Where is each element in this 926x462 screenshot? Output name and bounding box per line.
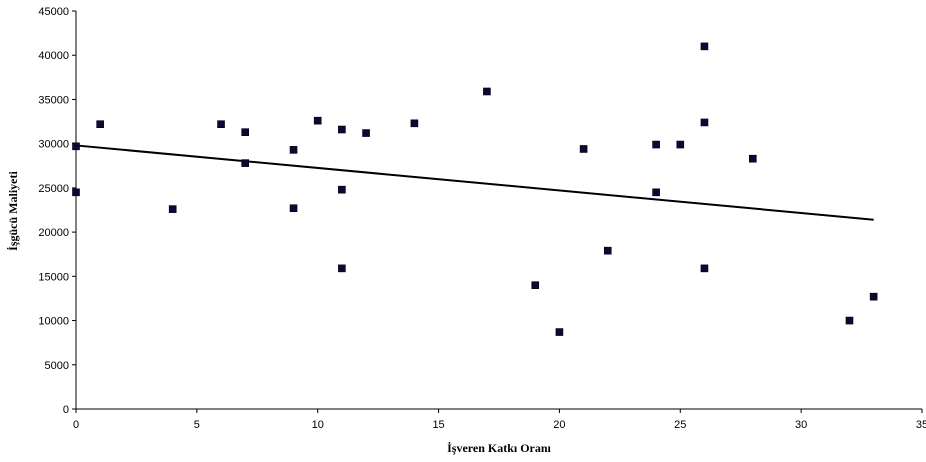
x-tick-label: 5 <box>194 419 200 431</box>
data-point <box>338 264 346 273</box>
data-point <box>700 42 709 51</box>
data-point <box>338 185 346 194</box>
y-tick-label: 25000 <box>38 183 69 195</box>
data-point <box>700 118 709 127</box>
data-point <box>700 264 709 273</box>
data-point <box>72 142 80 151</box>
data-point <box>217 120 225 129</box>
y-tick-label: 45000 <box>38 6 69 18</box>
x-tick-label: 0 <box>73 419 79 431</box>
y-tick-label: 5000 <box>45 360 69 372</box>
x-tick-label: 30 <box>795 419 807 431</box>
x-tick-label: 15 <box>432 419 444 431</box>
y-tick-label: 40000 <box>38 50 69 62</box>
y-axis-title: İşgücü Maliyeti <box>6 171 20 251</box>
data-point <box>96 120 104 129</box>
x-tick-label: 20 <box>553 419 565 431</box>
trendline-layer <box>75 144 874 221</box>
x-axis-ticks: 0 5 10 15 20 25 30 35 <box>73 409 926 431</box>
data-point <box>72 188 80 197</box>
data-point <box>362 129 370 137</box>
data-point <box>168 205 177 213</box>
data-point <box>652 188 660 197</box>
data-point <box>603 246 612 255</box>
y-tick-label: 35000 <box>38 94 69 106</box>
y-tick-label: 10000 <box>38 316 69 328</box>
data-point <box>555 328 564 336</box>
data-point <box>289 146 298 154</box>
y-tick-label: 30000 <box>38 139 69 151</box>
data-point <box>676 140 685 149</box>
data-point <box>241 128 249 136</box>
x-tick-label: 25 <box>674 419 686 431</box>
y-tick-label: 0 <box>63 404 69 416</box>
data-point <box>338 125 346 134</box>
x-tick-label: 35 <box>916 419 926 431</box>
y-tick-label: 15000 <box>38 271 69 283</box>
x-tick-label: 10 <box>312 419 324 431</box>
data-point <box>869 292 878 301</box>
axes <box>75 11 922 410</box>
data-point <box>313 116 322 125</box>
data-point <box>289 204 298 213</box>
x-axis-title: İşveren Katkı Oranı <box>447 441 551 455</box>
data-points <box>72 42 878 336</box>
data-point <box>652 140 660 149</box>
data-point <box>241 159 249 167</box>
data-point <box>531 281 540 289</box>
trendline <box>75 144 874 221</box>
y-axis-ticks: 0 5000 10000 15000 20000 25000 30000 35000 40000… <box>38 6 76 416</box>
data-point <box>748 154 757 163</box>
data-point <box>410 119 419 128</box>
y-tick-label: 20000 <box>38 227 69 239</box>
data-point <box>483 87 491 96</box>
data-point <box>845 316 854 325</box>
data-point <box>579 145 588 153</box>
